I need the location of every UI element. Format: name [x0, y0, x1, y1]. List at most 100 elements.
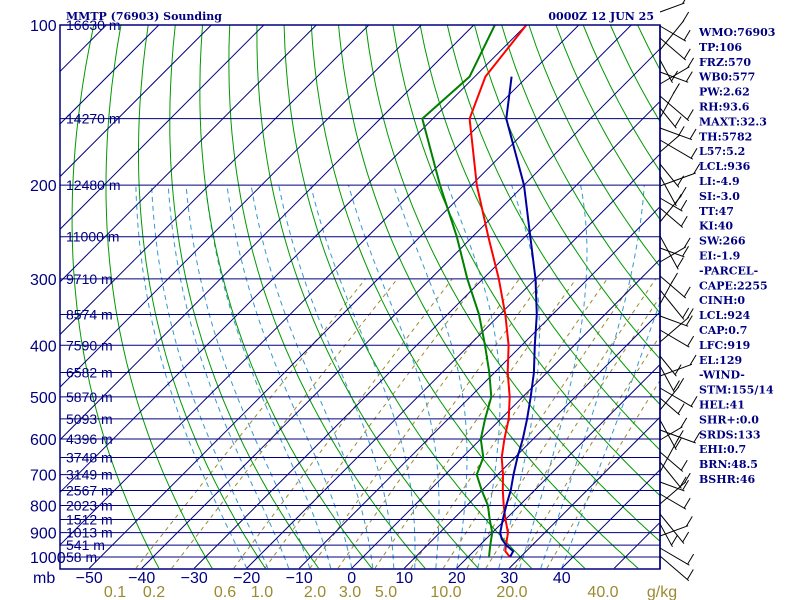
dry-adiabat-line [138, 25, 266, 569]
height-level-label: 4396 m [66, 431, 113, 447]
wind-barb [659, 438, 679, 473]
height-labels: 16630 m 14270 m 12480 m 11000 m 9710 m 8574 m… [66, 17, 120, 565]
sounding-index: -PARCEL- [699, 264, 758, 277]
wind-barb-feather [671, 272, 678, 284]
height-level-label: 5870 m [66, 389, 113, 405]
wind-barb-feather [686, 308, 694, 319]
dry-adiabat-line [365, 25, 660, 542]
height-level-label: 2567 m [66, 483, 113, 499]
height-level-label: 3149 m [66, 467, 113, 483]
sounding-index: TP:106 [699, 41, 742, 54]
wind-barb-feather [686, 109, 694, 120]
isotherm-line [561, 469, 660, 569]
mixing-ratio-labels: 0.1 0.2 0.6 1.0 2.0 3.0 5.0 10.0 20.0 40.0 g/kg [104, 584, 677, 600]
wind-barb [659, 363, 693, 377]
isotherm-line [246, 153, 660, 569]
height-level-label: 6582 m [66, 365, 113, 381]
wind-barb [659, 95, 690, 122]
wind-barb [659, 107, 677, 129]
mixing-ratio-line [410, 278, 608, 569]
dry-adiabat-line [338, 25, 639, 569]
wind-barb-feather [676, 257, 684, 268]
sounding-index: SRDS:133 [699, 428, 761, 441]
mixing-ratio-tick-label: 5.0 [375, 584, 397, 600]
sounding-index: L57:5.2 [699, 145, 745, 158]
pressure-tick-label: 700 [30, 468, 57, 485]
dry-adiabat-lines [71, 25, 660, 569]
wind-barb [659, 316, 690, 343]
mixing-ratio-tick-label: 1.0 [251, 584, 273, 600]
mixing-ratio-line [337, 278, 545, 569]
isotherm-line [193, 100, 660, 569]
wind-barb [659, 195, 682, 223]
sounding-index: TT:47 [699, 205, 734, 218]
wind-barb [659, 523, 673, 548]
height-level-label: 2023 m [66, 497, 113, 513]
height-level-label: 5093 m [66, 411, 113, 427]
sounding-index: EI:-1.9 [699, 250, 740, 263]
wind-barb [659, 329, 690, 348]
sounding-index: -WIND- [699, 369, 745, 382]
wind-barb-feather [685, 315, 693, 326]
moist-adiabat-line [185, 185, 311, 569]
wind-barb [659, 525, 689, 537]
wind-barb-feather [683, 237, 691, 249]
mixing-ratio-tick-label: 2.0 [304, 584, 326, 600]
mixing-ratio-tick-label: 20.0 [496, 584, 527, 600]
mixing-ratio-line [442, 278, 636, 569]
wind-barb-feather [682, 479, 689, 491]
wind-barb-feather [683, 29, 691, 41]
sounding-indices: WMO:76903 TP:106 FRZ:570 WB0:577 PW:2.62 RH:9… [698, 26, 775, 486]
wind-barb-feather [682, 245, 689, 257]
sounding-index: LCL:924 [699, 309, 751, 322]
mixing-ratio-tick-label: 3.0 [339, 584, 361, 600]
temperature-tick-label: 20 [448, 570, 466, 587]
isotherm-line [60, 25, 422, 388]
wind-barb-feather [690, 395, 698, 407]
isotherm-line [60, 25, 580, 546]
mixing-ratio-line [374, 278, 577, 569]
pressure-tick-label: 500 [30, 390, 57, 407]
wind-barb-feather [683, 48, 691, 60]
mixing-ratio-line [171, 278, 398, 569]
height-level-label: 16630 m [66, 17, 120, 33]
dry-adiabat-line [283, 25, 532, 569]
isotherm-line [60, 25, 370, 336]
mixing-ratio-tick-label: 0.2 [143, 584, 165, 600]
isotherm-line [141, 48, 660, 569]
isotherm-line [60, 25, 527, 494]
wind-barb [659, 289, 685, 320]
height-level-label: 14270 m [66, 111, 120, 127]
dry-adiabat-line [419, 25, 660, 451]
temperature-tick-label: 30 [500, 570, 518, 587]
wind-barb [659, 139, 694, 160]
sounding-profiles [421, 25, 538, 558]
wind-barb-feather [673, 380, 680, 391]
wind-barb [659, 387, 694, 408]
isobar-lines [60, 25, 660, 558]
pressure-tick-label: 300 [30, 272, 57, 289]
pressure-tick-label: 100 [30, 18, 57, 35]
moist-adiabat-line [151, 185, 269, 569]
sounding-index: CAPE:2255 [699, 279, 768, 292]
wind-barb-feather [677, 377, 685, 389]
moist-adiabat-line [348, 184, 440, 569]
mixing-ratio-tick-label: 40.0 [587, 584, 618, 600]
wind-barb-feather [685, 71, 693, 82]
wind-barb-feather [673, 83, 680, 94]
sounding-index: FRZ:570 [699, 56, 751, 69]
wind-barb [659, 481, 685, 492]
wind-barb-feather [683, 497, 691, 509]
sounding-index: HEL:41 [699, 399, 745, 412]
wind-barb [659, 426, 683, 441]
height-level-label: 541 m [66, 537, 105, 553]
mixing-ratio-tick-label: 0.6 [214, 584, 236, 600]
temperature-tick-label: −10 [286, 570, 313, 587]
wind-barb [659, 365, 675, 393]
height-level-label: 1512 m [66, 511, 113, 527]
isotherm-line [88, 25, 632, 569]
wind-barb [659, 481, 687, 505]
sounding-index: PW:2.62 [699, 86, 750, 99]
